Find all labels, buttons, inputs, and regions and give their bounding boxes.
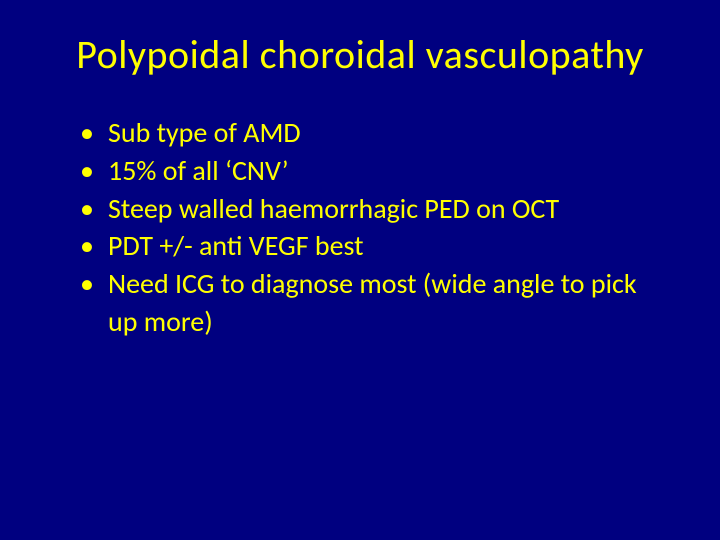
list-item: Need ICG to diagnose most (wide angle to… xyxy=(80,265,670,341)
list-item: 15% of all ‘CNV’ xyxy=(80,152,670,190)
slide-container: Polypoidal choroidal vasculopathy Sub ty… xyxy=(0,0,720,540)
list-item: PDT +/- anti VEGF best xyxy=(80,227,670,265)
list-item: Steep walled haemorrhagic PED on OCT xyxy=(80,190,670,228)
bullet-list: Sub type of AMD 15% of all ‘CNV’ Steep w… xyxy=(50,114,670,341)
list-item: Sub type of AMD xyxy=(80,114,670,152)
slide-title: Polypoidal choroidal vasculopathy xyxy=(50,30,670,79)
